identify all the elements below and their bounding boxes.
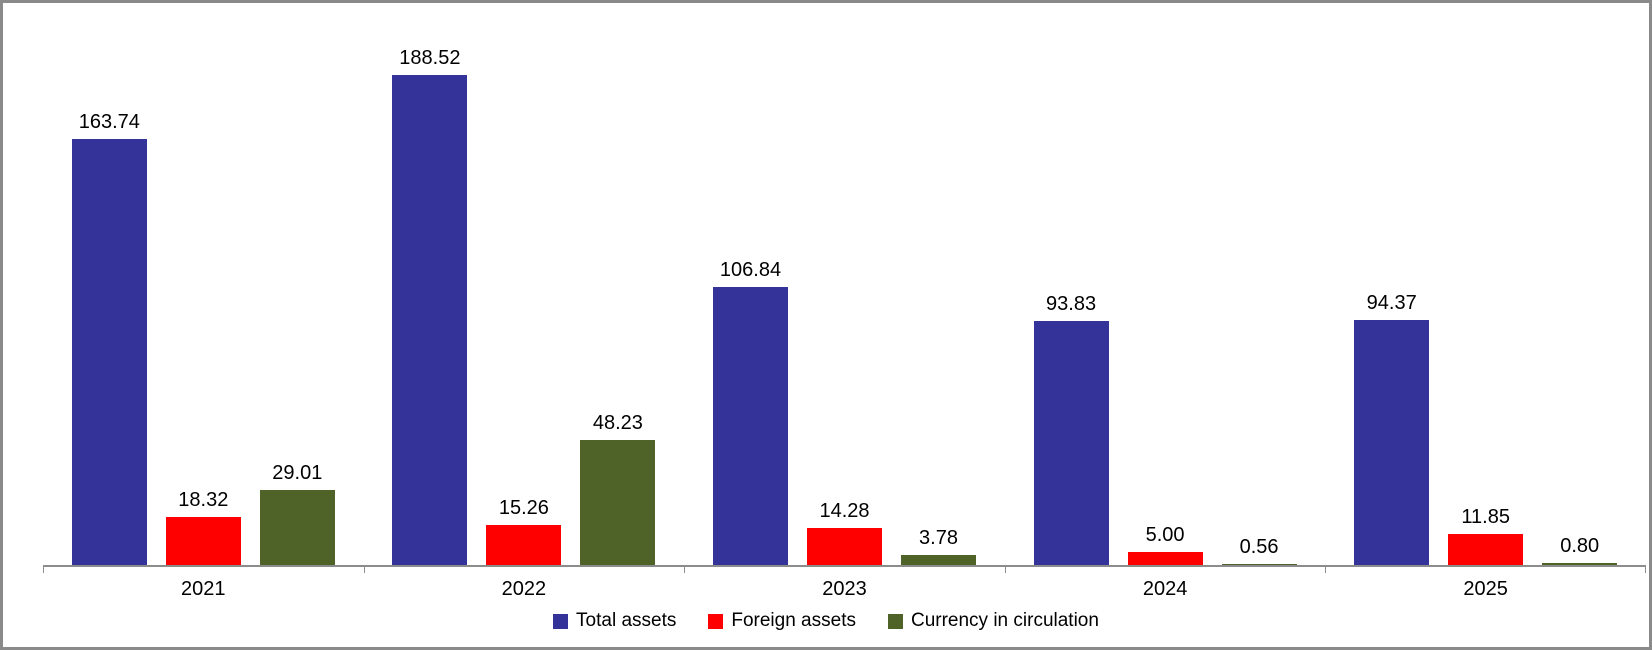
bar-cell: 163.74 <box>71 111 147 565</box>
bar-value-label: 188.52 <box>399 46 461 69</box>
bar-value-label: 106.84 <box>719 259 782 282</box>
bar-value-label: 94.37 <box>1366 291 1417 314</box>
bar-group-2024: 93.83 5.00 0.56 <box>1005 45 1326 565</box>
bar-foreign-assets-2024 <box>1127 552 1203 565</box>
legend-swatch-icon <box>553 613 569 629</box>
bar-total-assets-2024 <box>1033 321 1109 565</box>
legend-item-foreign-assets: Foreign assets <box>708 610 856 632</box>
bar-currency-in-circulation-2022 <box>580 439 656 565</box>
x-axis-label-2023: 2023 <box>822 578 867 600</box>
bar-value-label: 11.85 <box>1461 506 1510 529</box>
bar-value-label: 14.28 <box>819 499 870 522</box>
x-axis-label-2021: 2021 <box>181 578 226 600</box>
bar-value-label: 18.32 <box>178 489 229 512</box>
bar-foreign-assets-2025 <box>1448 534 1524 565</box>
bar-value-label: 3.78 <box>919 527 958 550</box>
bar-total-assets-2022 <box>392 74 468 565</box>
bar-value-label: 93.83 <box>1046 293 1097 316</box>
bar-value-label: 163.74 <box>78 111 140 134</box>
bar-group-2021: 163.74 18.32 29.01 <box>43 45 364 565</box>
x-axis-tick <box>363 565 365 573</box>
bar-cell: 3.78 <box>900 527 976 565</box>
legend-label: Currency in circulation <box>910 610 1099 631</box>
legend-label: Total assets <box>576 610 677 631</box>
x-axis-label-2022: 2022 <box>501 578 547 600</box>
legend-label: Foreign assets <box>731 610 856 631</box>
x-axis-labels: 2021 2022 2023 2024 2025 <box>43 578 1646 601</box>
x-axis-tick <box>1004 565 1006 573</box>
bar-cell: 106.84 <box>712 259 788 565</box>
bar-group-2023: 106.84 14.28 3.78 <box>684 45 1005 565</box>
legend-swatch-icon <box>887 613 903 629</box>
legend-item-total-assets: Total assets <box>553 610 676 632</box>
bar-value-label: 15.26 <box>498 497 549 520</box>
bar-cell: 48.23 <box>580 411 656 565</box>
bar-total-assets-2023 <box>712 287 788 565</box>
bar-value-label: 29.01 <box>272 461 323 484</box>
bar-currency-in-circulation-2021 <box>259 489 335 565</box>
x-axis-label-2024: 2024 <box>1142 578 1188 600</box>
legend-swatch-icon <box>708 613 724 629</box>
legend: Total assets Foreign assets Currency in ci… <box>3 610 1649 632</box>
bar-currency-in-circulation-2023 <box>900 555 976 565</box>
bar-total-assets-2025 <box>1354 319 1430 565</box>
x-axis-tick <box>1645 565 1646 573</box>
bar-cell: 93.83 <box>1033 293 1109 565</box>
bar-currency-in-circulation-2024 <box>1221 563 1297 565</box>
bar-cell: 5.00 <box>1127 524 1203 565</box>
bar-cell: 94.37 <box>1354 291 1430 565</box>
bar-cell: 29.01 <box>259 461 335 565</box>
x-axis-tick <box>684 565 686 573</box>
bar-value-label: 0.80 <box>1560 534 1600 557</box>
bar-foreign-assets-2023 <box>806 527 882 565</box>
x-axis-tick <box>1325 565 1327 573</box>
bar-value-label: 48.23 <box>592 411 643 434</box>
bar-foreign-assets-2021 <box>165 517 241 565</box>
bar-group-2025: 94.37 11.85 0.80 <box>1325 45 1646 565</box>
legend-item-currency-in-circulation: Currency in circulation <box>887 610 1099 632</box>
bar-total-assets-2021 <box>71 139 147 565</box>
bar-value-label: 5.00 <box>1145 524 1185 546</box>
bar-value-label: 0.56 <box>1239 535 1279 558</box>
bar-cell: 18.32 <box>165 489 241 565</box>
x-axis-label-2025: 2025 <box>1463 578 1508 600</box>
bar-cell: 15.26 <box>486 497 562 565</box>
x-axis-tick <box>43 565 44 573</box>
bar-cell: 14.28 <box>806 499 882 565</box>
bar-currency-in-circulation-2025 <box>1542 562 1618 565</box>
bar-foreign-assets-2022 <box>486 525 562 565</box>
bar-cell: 0.80 <box>1542 534 1618 565</box>
plot-area: 163.74 18.32 29.01 188.52 15.26 48.23 106.84 14… <box>43 45 1646 573</box>
bar-cell: 188.52 <box>392 46 468 565</box>
bar-group-2022: 188.52 15.26 48.23 <box>364 45 685 565</box>
bar-cell: 0.56 <box>1221 535 1297 565</box>
bar-groups: 163.74 18.32 29.01 188.52 15.26 48.23 106.84 14… <box>43 45 1646 565</box>
bar-cell: 11.85 <box>1448 506 1524 565</box>
